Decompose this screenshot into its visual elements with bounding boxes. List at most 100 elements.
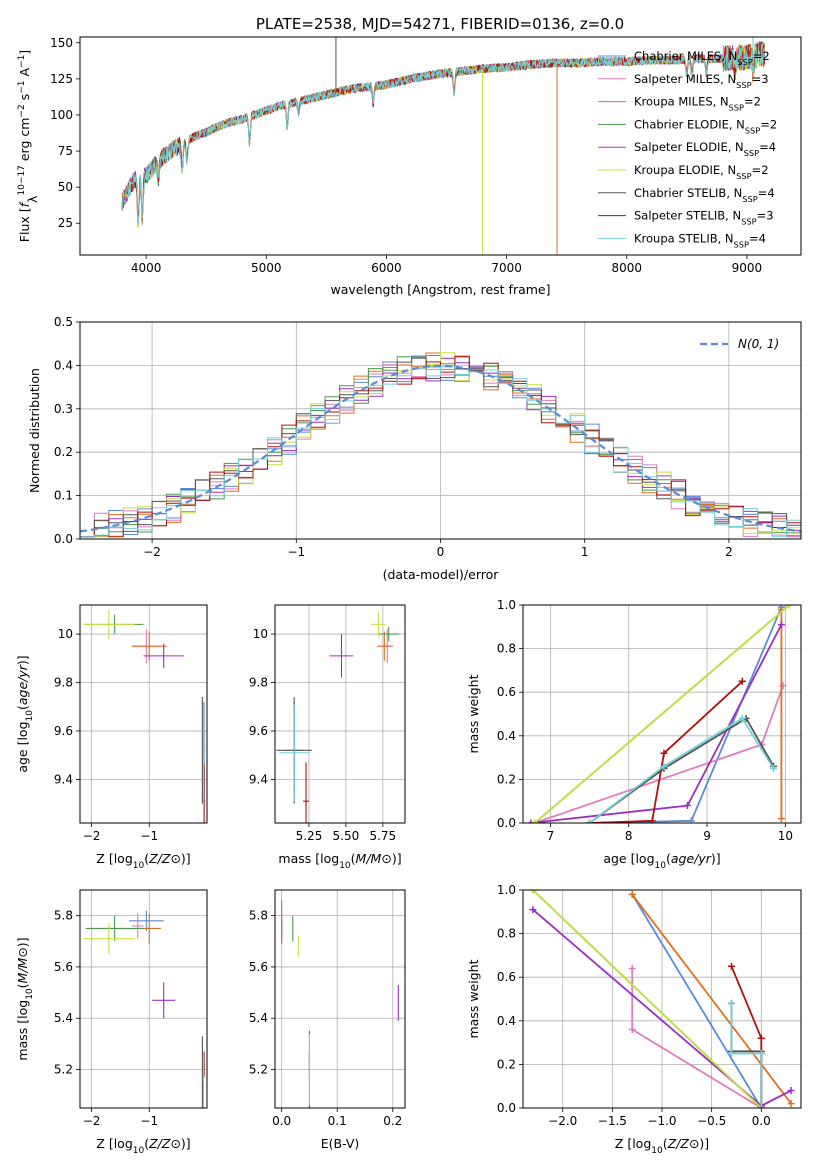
plot-area-histogram (80, 352, 801, 538)
legend-label-chabrier-miles-part: Chabrier MILES, N (634, 49, 737, 63)
axis-label-part: ( (666, 851, 671, 866)
legend-label-salpeter-elodie: Salpeter ELODIE, NSSP=4 (634, 140, 776, 158)
legend-label-chabrier-miles: Chabrier MILES, NSSP=2 (634, 49, 770, 67)
y-axis-label-part: −1 (17, 55, 27, 68)
marker-chabrier-miles (687, 817, 695, 823)
legend-label-chabrier-miles-part: =2 (753, 49, 770, 63)
x-axis-label: E(B-V) (321, 1136, 360, 1151)
y-tick-label: 9.6 (54, 724, 73, 738)
marker-kroupa-miles (777, 815, 785, 823)
marker-kroupa-elodie (785, 605, 793, 609)
plot-area-mass_weight_vs_Z (529, 890, 795, 1108)
x-tick-label: 6000 (371, 261, 402, 275)
x-tick-label: 5.50 (333, 829, 360, 843)
marker-kroupa-elodie (529, 890, 537, 894)
axis-label-part: Z/Z⊙ (148, 851, 181, 866)
y-tick-label: 9.4 (249, 772, 268, 786)
x-axis-label: (data-model)/error (383, 567, 500, 582)
normal-curve (80, 364, 801, 533)
axes-histogram: −2 −1 0 1 2 0.0 0.1 0.2 0.3 0.4 0.5 N(0, 1) (data-mo… (27, 315, 802, 582)
axis-label-part: )] (181, 851, 191, 866)
axes-frame (522, 889, 802, 1109)
axis-label-part: )] (711, 851, 721, 866)
legend-label-salpeter-elodie-part: SSP (744, 148, 759, 158)
legend-label-kroupa-stelib-part: =4 (749, 231, 766, 245)
axis-label-part: ( (15, 705, 30, 710)
axis-label-part: M/M⊙ (356, 851, 392, 866)
marker-salpeter-stelib (648, 817, 656, 823)
y-tick-label: 0.3 (54, 402, 73, 416)
x-tick-label: 0.0 (752, 1114, 771, 1128)
y-tick-label: 10 (253, 627, 268, 641)
plot-area-mass_vs_ebv (281, 900, 399, 1108)
axes-spectrum: 4000 5000 6000 7000 8000 9000 25 50 75 100 125 150 w… (17, 36, 802, 297)
line-chabrier-miles (631, 893, 763, 1108)
legend-label-salpeter-miles-part: Salpeter MILES, N (634, 72, 736, 86)
axis-label-part: age [log (603, 851, 654, 866)
marker-salpeter-elodie (787, 1087, 795, 1095)
x-tick-label: −2 (83, 829, 101, 843)
y-tick-label: 0.2 (54, 445, 73, 459)
x-tick-label: 10 (778, 829, 793, 843)
y-tick-label: 10 (58, 627, 73, 641)
marker-kroupa-stelib (738, 714, 746, 722)
legend-label-salpeter-miles-part: SSP (736, 80, 751, 90)
axis-label-part: age [log (15, 721, 30, 772)
x-tick-label: 0 (437, 545, 445, 559)
y-tick-label: 0.0 (497, 1101, 516, 1115)
y-tick-label: 0.5 (54, 315, 73, 329)
y-axis-label: mass weight (466, 674, 481, 753)
errorbar-salpeter-stelib (303, 762, 309, 823)
errorbar-salpeter-elodie (143, 643, 184, 668)
legend-label-chabrier-stelib-part: Chabrier STELIB, N (634, 186, 742, 200)
marker-kroupa-miles (628, 890, 636, 898)
errorbar-kroupa-stelib (279, 704, 309, 802)
marker-salpeter-stelib (660, 749, 668, 757)
y-tick-label: 0.6 (497, 970, 516, 984)
axes-mass_vs_ebv: 0.0 0.1 0.2 5.2 5.4 5.6 5.8 E(B-V) (249, 889, 406, 1151)
errorbar-kroupa-elodie (371, 612, 386, 637)
line-chabrier-miles (589, 606, 783, 823)
y-tick-label: 0.4 (497, 1014, 516, 1028)
marker-kroupa-elodie (531, 819, 539, 823)
x-tick-label: −0.5 (697, 1114, 726, 1128)
axis-label-part: Z/Z⊙ (667, 1136, 700, 1151)
y-tick-label: 100 (50, 108, 73, 122)
axis-label-part: ( (351, 851, 356, 866)
errorbar-salpeter-elodie (329, 634, 354, 678)
x-tick-label: 5000 (251, 261, 282, 275)
y-tick-label: 0.0 (54, 532, 73, 546)
axis-label-part: ( (663, 1136, 668, 1151)
errorbar-salpeter-miles (131, 913, 144, 939)
line-kroupa-stelib (730, 1003, 763, 1108)
x-tick-label: 9 (703, 829, 711, 843)
errorbar-kroupa-stelib (202, 1051, 205, 1108)
errorbar-chabrier-stelib (201, 1036, 203, 1108)
y-axis-label: Normed distribution (27, 368, 42, 493)
axis-label-part: Z [log (615, 1136, 651, 1151)
axis-label-part: ( (144, 851, 149, 866)
y-tick-label: 0.2 (497, 1057, 516, 1071)
axis-label-part: )] (392, 851, 402, 866)
axis-label-part: 10 (339, 861, 351, 871)
legend-label-normal: N(0, 1) (738, 337, 779, 351)
axis-label: Z [log10(Z/Z⊙)] (615, 1136, 709, 1156)
errorbar-kroupa-elodie (82, 609, 135, 639)
x-tick-label: 0.0 (272, 1114, 291, 1128)
histogram-step-kroupa-stelib (80, 366, 801, 538)
axis-label-part: )] (15, 655, 30, 665)
x-tick-label: −1 (287, 545, 305, 559)
plot-area-age_vs_Z (82, 609, 205, 823)
x-tick-label: 4000 (131, 261, 162, 275)
y-axis-label-part: A (17, 68, 32, 81)
legend-label-chabrier-elodie: Chabrier ELODIE, NSSP=2 (634, 117, 777, 135)
y-axis-label: mass weight (466, 959, 481, 1038)
legend-label-chabrier-elodie-part: Chabrier ELODIE, N (634, 117, 745, 131)
marker-kroupa-stelib (728, 999, 735, 1007)
y-axis-label-part: ] (17, 50, 32, 55)
marker-salpeter-miles (628, 964, 636, 972)
